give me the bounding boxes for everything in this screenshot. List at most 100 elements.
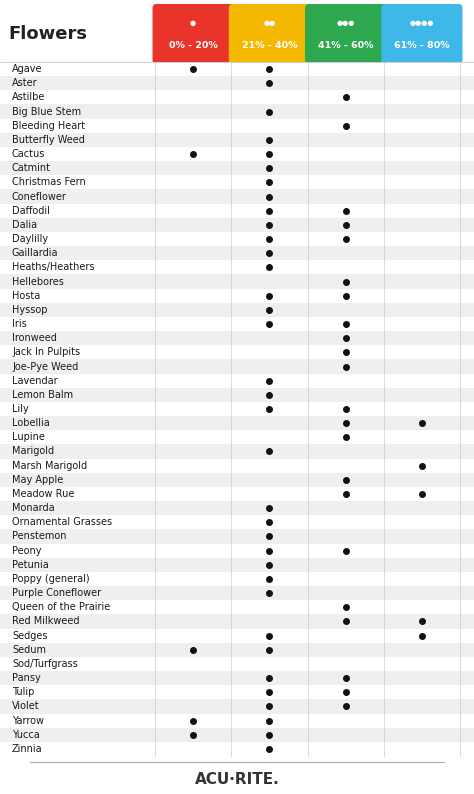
Text: Tulip: Tulip: [12, 688, 35, 697]
Text: Aster: Aster: [12, 79, 37, 88]
Text: Iris: Iris: [12, 319, 27, 329]
Bar: [0, 459, 474, 472]
Text: Joe-Pye Weed: Joe-Pye Weed: [12, 361, 78, 372]
Bar: [0, 118, 474, 133]
Text: 21% - 40%: 21% - 40%: [242, 41, 297, 50]
Bar: [0, 714, 474, 727]
Text: Yucca: Yucca: [12, 730, 40, 740]
Text: Purple Coneflower: Purple Coneflower: [12, 588, 101, 598]
Text: Sedum: Sedum: [12, 645, 46, 655]
Text: Big Blue Stem: Big Blue Stem: [12, 106, 81, 117]
Bar: [0, 600, 474, 615]
Text: Lobellia: Lobellia: [12, 418, 50, 428]
Bar: [0, 557, 474, 572]
Bar: [0, 303, 474, 317]
Bar: [0, 685, 474, 700]
Text: Astilbe: Astilbe: [12, 92, 46, 102]
Bar: [0, 727, 474, 742]
Bar: [0, 402, 474, 416]
Text: Lavendar: Lavendar: [12, 376, 58, 386]
Text: Sedges: Sedges: [12, 630, 47, 641]
Text: Poppy (general): Poppy (general): [12, 574, 90, 584]
Text: Penstemon: Penstemon: [12, 531, 66, 542]
Text: Sod/Turfgrass: Sod/Turfgrass: [12, 659, 78, 669]
Bar: [0, 246, 474, 260]
Text: Hellebores: Hellebores: [12, 276, 64, 287]
Bar: [0, 288, 474, 303]
Bar: [0, 416, 474, 430]
Text: Cactus: Cactus: [12, 149, 46, 159]
Bar: [0, 572, 474, 586]
Bar: [0, 544, 474, 557]
Text: Daffodil: Daffodil: [12, 206, 50, 216]
Text: Ironweed: Ironweed: [12, 333, 57, 343]
Text: Peony: Peony: [12, 545, 42, 556]
Bar: [0, 501, 474, 515]
Bar: [0, 671, 474, 685]
FancyBboxPatch shape: [381, 4, 463, 64]
Text: Ornamental Grasses: Ornamental Grasses: [12, 518, 112, 527]
Text: Dalia: Dalia: [12, 220, 37, 230]
Text: Petunia: Petunia: [12, 560, 49, 570]
Text: Christmas Fern: Christmas Fern: [12, 177, 86, 187]
Bar: [0, 91, 474, 105]
Text: 61% - 80%: 61% - 80%: [394, 41, 450, 50]
Bar: [0, 331, 474, 345]
Bar: [0, 586, 474, 600]
FancyBboxPatch shape: [229, 4, 310, 64]
Bar: [0, 657, 474, 671]
Bar: [0, 515, 474, 530]
Bar: [0, 260, 474, 275]
Text: Zinnia: Zinnia: [12, 744, 43, 754]
Text: ●●●: ●●●: [337, 20, 355, 25]
Text: Yarrow: Yarrow: [12, 715, 44, 726]
Bar: [0, 374, 474, 387]
Bar: [0, 147, 474, 161]
Text: Hyssop: Hyssop: [12, 305, 47, 315]
Bar: [0, 175, 474, 190]
Text: Monarda: Monarda: [12, 503, 55, 513]
Bar: [0, 190, 474, 203]
Text: Marigold: Marigold: [12, 446, 54, 457]
Bar: [0, 530, 474, 544]
Bar: [0, 360, 474, 374]
Bar: [0, 203, 474, 218]
Text: ●●: ●●: [263, 20, 275, 25]
Text: Agave: Agave: [12, 64, 43, 74]
Bar: [0, 700, 474, 714]
Text: Lupine: Lupine: [12, 432, 45, 442]
Text: Violet: Violet: [12, 701, 40, 711]
Bar: [0, 76, 474, 91]
Text: Meadow Rue: Meadow Rue: [12, 489, 74, 499]
Text: Butterfly Weed: Butterfly Weed: [12, 135, 85, 145]
Bar: [0, 345, 474, 360]
Text: Lily: Lily: [12, 404, 29, 414]
Text: Heaths/Heathers: Heaths/Heathers: [12, 262, 94, 272]
Bar: [0, 161, 474, 175]
Bar: [0, 430, 474, 445]
FancyBboxPatch shape: [305, 4, 386, 64]
Text: 41% - 60%: 41% - 60%: [318, 41, 374, 50]
Text: Coneflower: Coneflower: [12, 191, 67, 202]
Text: Red Milkweed: Red Milkweed: [12, 616, 80, 626]
Bar: [0, 445, 474, 459]
Text: Lemon Balm: Lemon Balm: [12, 390, 73, 400]
Text: Queen of the Prairie: Queen of the Prairie: [12, 603, 110, 612]
Text: Hosta: Hosta: [12, 291, 40, 301]
Bar: [0, 642, 474, 657]
Bar: [0, 218, 474, 232]
Bar: [0, 232, 474, 246]
FancyBboxPatch shape: [153, 4, 234, 64]
Text: Bleeding Heart: Bleeding Heart: [12, 121, 85, 131]
Text: ACU·RITE.: ACU·RITE.: [195, 773, 279, 788]
Text: Daylilly: Daylilly: [12, 234, 48, 244]
Text: Flowers: Flowers: [8, 25, 87, 43]
Text: ●●●●: ●●●●: [410, 20, 434, 25]
Text: May Apple: May Apple: [12, 475, 63, 485]
Text: Pansy: Pansy: [12, 673, 41, 683]
Bar: [0, 62, 474, 76]
Bar: [0, 487, 474, 501]
Text: Jack In Pulpits: Jack In Pulpits: [12, 347, 80, 357]
Bar: [0, 742, 474, 756]
Text: ●: ●: [190, 20, 196, 25]
